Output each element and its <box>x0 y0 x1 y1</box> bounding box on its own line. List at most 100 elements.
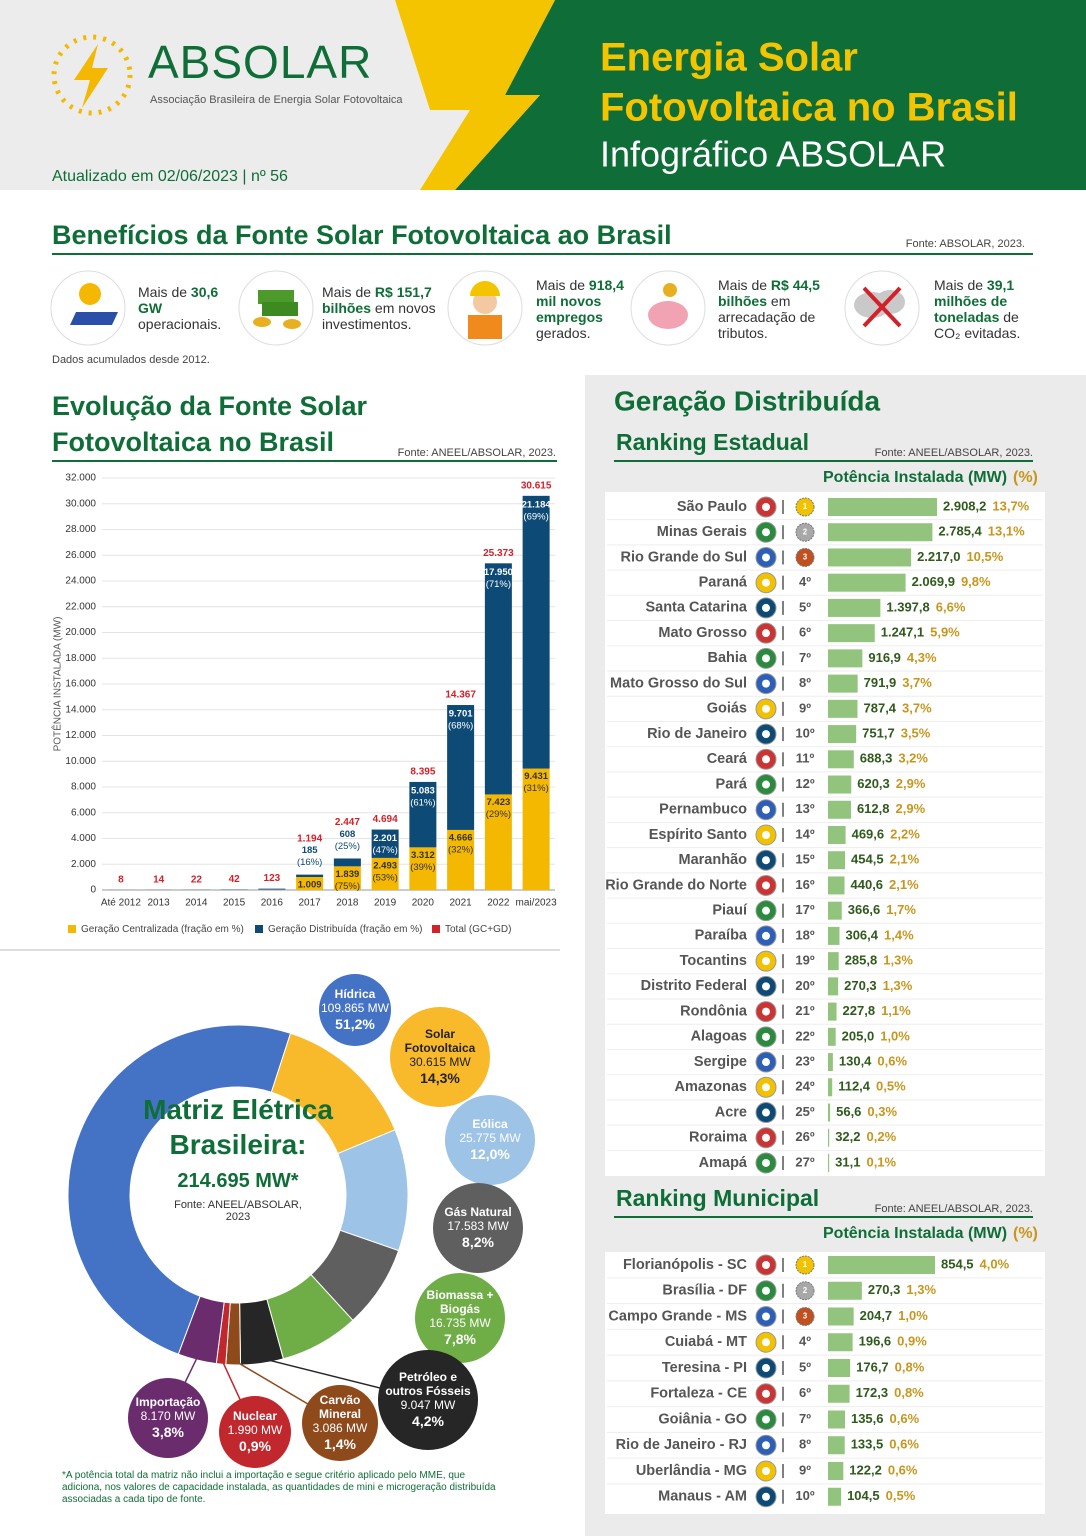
x-tick-label: 2018 <box>336 898 359 909</box>
value-label: 1.247,1 <box>881 625 924 640</box>
rank: 10º <box>795 1488 814 1503</box>
row-name: Cuiabá - MT <box>665 1334 747 1350</box>
percent-label: 2,9% <box>896 776 926 791</box>
row-name: Bahia <box>708 650 748 666</box>
flag-emblem <box>762 931 770 940</box>
total-label: 22 <box>191 874 203 885</box>
row-name: Acre <box>715 1104 747 1120</box>
source: Fonte: ANEEL/ABSOLAR, 2023. <box>398 447 556 459</box>
percent-label: 4,0% <box>980 1256 1010 1271</box>
benefit-post: em novos investimentos. <box>322 300 436 332</box>
bar <box>828 1307 854 1326</box>
flag-emblem <box>762 830 770 839</box>
y-tick-label: 12.000 <box>65 730 96 741</box>
value-label: 130,4 <box>839 1053 872 1068</box>
legend-swatch <box>255 925 263 933</box>
total-label: 1.194 <box>297 833 322 844</box>
y-tick-label: 2.000 <box>71 859 96 870</box>
benefit-pre: Mais de <box>934 277 987 293</box>
x-tick-label: 2019 <box>374 898 397 909</box>
rank: 1 <box>803 1260 808 1269</box>
medal <box>795 522 815 542</box>
percent-label: (69%) <box>523 511 548 522</box>
bar <box>828 1436 845 1455</box>
row-name: Santa Catarina <box>645 600 747 616</box>
legend-label: Geração Centralizada (fração em %) <box>81 924 244 935</box>
bar <box>828 548 912 567</box>
value-label: 17.950 <box>484 567 513 578</box>
percent-label: (53%) <box>372 872 397 883</box>
rank: 11º <box>796 751 815 766</box>
percent-label: (47%) <box>372 845 397 856</box>
source: Fonte: ANEEL/ABSOLAR, 2023. <box>875 1203 1033 1215</box>
y-tick-label: 20.000 <box>65 627 96 638</box>
medal <box>795 1281 815 1301</box>
benefit-post: operacionais. <box>138 316 222 332</box>
bubble: Eólica 25.775 MW 12,0% <box>445 1095 535 1185</box>
bar-gd <box>522 495 550 769</box>
value-label: 270,3 <box>868 1282 901 1297</box>
bubble: Carvão Mineral 3.086 MW 1,4% <box>302 1385 378 1461</box>
value-label: 787,4 <box>864 700 897 715</box>
percent-label: 1,3% <box>906 1282 936 1297</box>
bar <box>828 523 933 542</box>
bar <box>258 888 286 890</box>
y-tick-label: 26.000 <box>65 550 96 561</box>
rank: 8º <box>799 1437 811 1452</box>
benefit-bold: 30,6 GW <box>138 284 219 316</box>
title: Energia Solar <box>600 36 858 80</box>
bar <box>828 1359 851 1377</box>
flag-emblem <box>762 629 770 638</box>
value-label: 176,7 <box>856 1359 889 1374</box>
rank: 13º <box>795 801 814 816</box>
row-name: Pará <box>716 776 748 792</box>
value-label: 227,8 <box>843 1003 876 1018</box>
rank: 9º <box>799 700 811 715</box>
row-name: Amazonas <box>674 1079 747 1095</box>
value-label: 688,3 <box>860 751 893 766</box>
bar <box>828 1103 831 1122</box>
bubble-name: Carvão Mineral <box>318 1393 361 1422</box>
rank: 21º <box>795 1003 814 1018</box>
value-label: 31,1 <box>835 1154 860 1169</box>
percent-label: 6,6% <box>936 599 966 614</box>
x-tick-label: 2020 <box>412 898 435 909</box>
bubble: Biomassa + Biogás 16.735 MW 7,8% <box>415 1273 505 1363</box>
row-name: Sergipe <box>694 1054 747 1070</box>
x-tick-label: 2014 <box>185 898 208 909</box>
value-label: 916,9 <box>868 650 901 665</box>
percent-label: 0,6% <box>889 1437 919 1452</box>
logo-subtitle: Associação Brasileira de Energia Solar F… <box>150 94 403 106</box>
flag-emblem <box>762 603 770 612</box>
rank: 23º <box>795 1053 814 1068</box>
x-tick-label: 2021 <box>450 898 473 909</box>
benefit-bold: R$ 44,5 bilhões <box>718 277 820 309</box>
bar-gd <box>409 781 437 848</box>
value-label: 270,3 <box>844 978 877 993</box>
bubble-value: 25.775 MW <box>459 1130 521 1145</box>
row-name: Roraima <box>689 1130 748 1146</box>
row-name: Rio Grande do Norte <box>605 877 747 893</box>
percent-label: 13,1% <box>988 524 1025 539</box>
bubble-value: 17.583 MW <box>447 1218 509 1233</box>
benefit-text: Mais de 30,6 GW operacionais. <box>138 284 230 332</box>
percent-label: 1,4% <box>884 927 914 942</box>
donut-source: Fonte: ANEEL/ABSOLAR, 2023 <box>174 1199 302 1223</box>
bubble-value: 1.990 MW <box>227 1422 283 1437</box>
footnote: *A potência total da matriz não inclui a… <box>62 1470 496 1505</box>
bar-gd <box>371 829 399 858</box>
y-tick-label: 30.000 <box>65 498 96 509</box>
flag-emblem <box>762 1364 770 1372</box>
value-label: 285,8 <box>845 953 878 968</box>
legend-swatch <box>432 925 440 933</box>
bubble-name: Nuclear <box>232 1409 278 1424</box>
rank: 16º <box>795 877 814 892</box>
rank: 25º <box>795 1104 814 1119</box>
percent-label: 0,9% <box>897 1334 927 1349</box>
total-label: 8.395 <box>410 767 435 778</box>
percent-label: 3,7% <box>902 675 932 690</box>
bar <box>828 1281 862 1300</box>
donut-title: Matriz Elétrica Brasileira: <box>143 1094 333 1160</box>
bubble-percent: 1,4% <box>324 1435 356 1452</box>
value-label: 366,6 <box>848 902 881 917</box>
